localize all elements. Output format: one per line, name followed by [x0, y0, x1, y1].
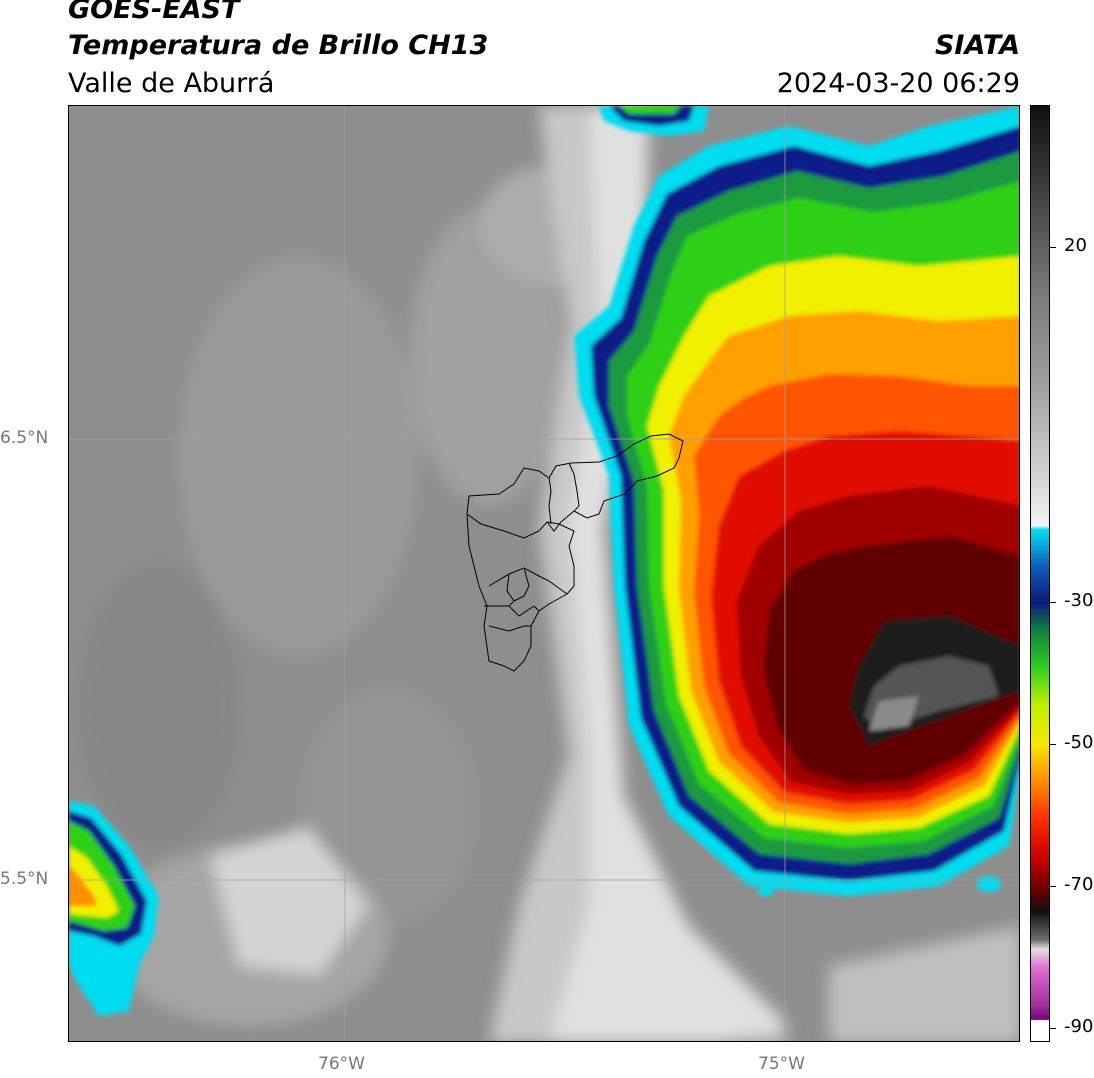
colorbar-tick-label: 20	[1064, 235, 1087, 256]
colorbar-tick-label: -70	[1064, 874, 1094, 895]
region-subtitle: Valle de Aburrá	[68, 68, 275, 99]
colorbar-gradient	[1031, 106, 1049, 1041]
colorbar-tick-label: -90	[1064, 1016, 1094, 1037]
satellite-map[interactable]	[68, 105, 1020, 1042]
colorbar-tick-label: -30	[1064, 590, 1094, 611]
lon-label-76w: 76°W	[318, 1054, 365, 1074]
colorbar-tick	[1050, 886, 1056, 887]
colorbar-tick	[1050, 744, 1056, 745]
colorbar-tick-label: -50	[1064, 732, 1094, 753]
colorbar	[1030, 105, 1050, 1042]
satellite-map-image	[69, 106, 1019, 1041]
colorbar-tick	[1050, 247, 1056, 248]
lat-label-6-5: 6.5°N	[0, 428, 49, 448]
colorbar-tick	[1050, 1028, 1056, 1029]
colorbar-tick	[1050, 602, 1056, 603]
datetime-label: 2024-03-20 06:29	[776, 68, 1020, 99]
lon-label-75w: 75°W	[758, 1054, 805, 1074]
organization-label: SIATA	[934, 30, 1020, 61]
satellite-title: GOES-EAST	[68, 0, 240, 25]
lat-label-5-5: 5.5°N	[0, 869, 49, 889]
product-title: Temperatura de Brillo CH13	[68, 30, 489, 61]
